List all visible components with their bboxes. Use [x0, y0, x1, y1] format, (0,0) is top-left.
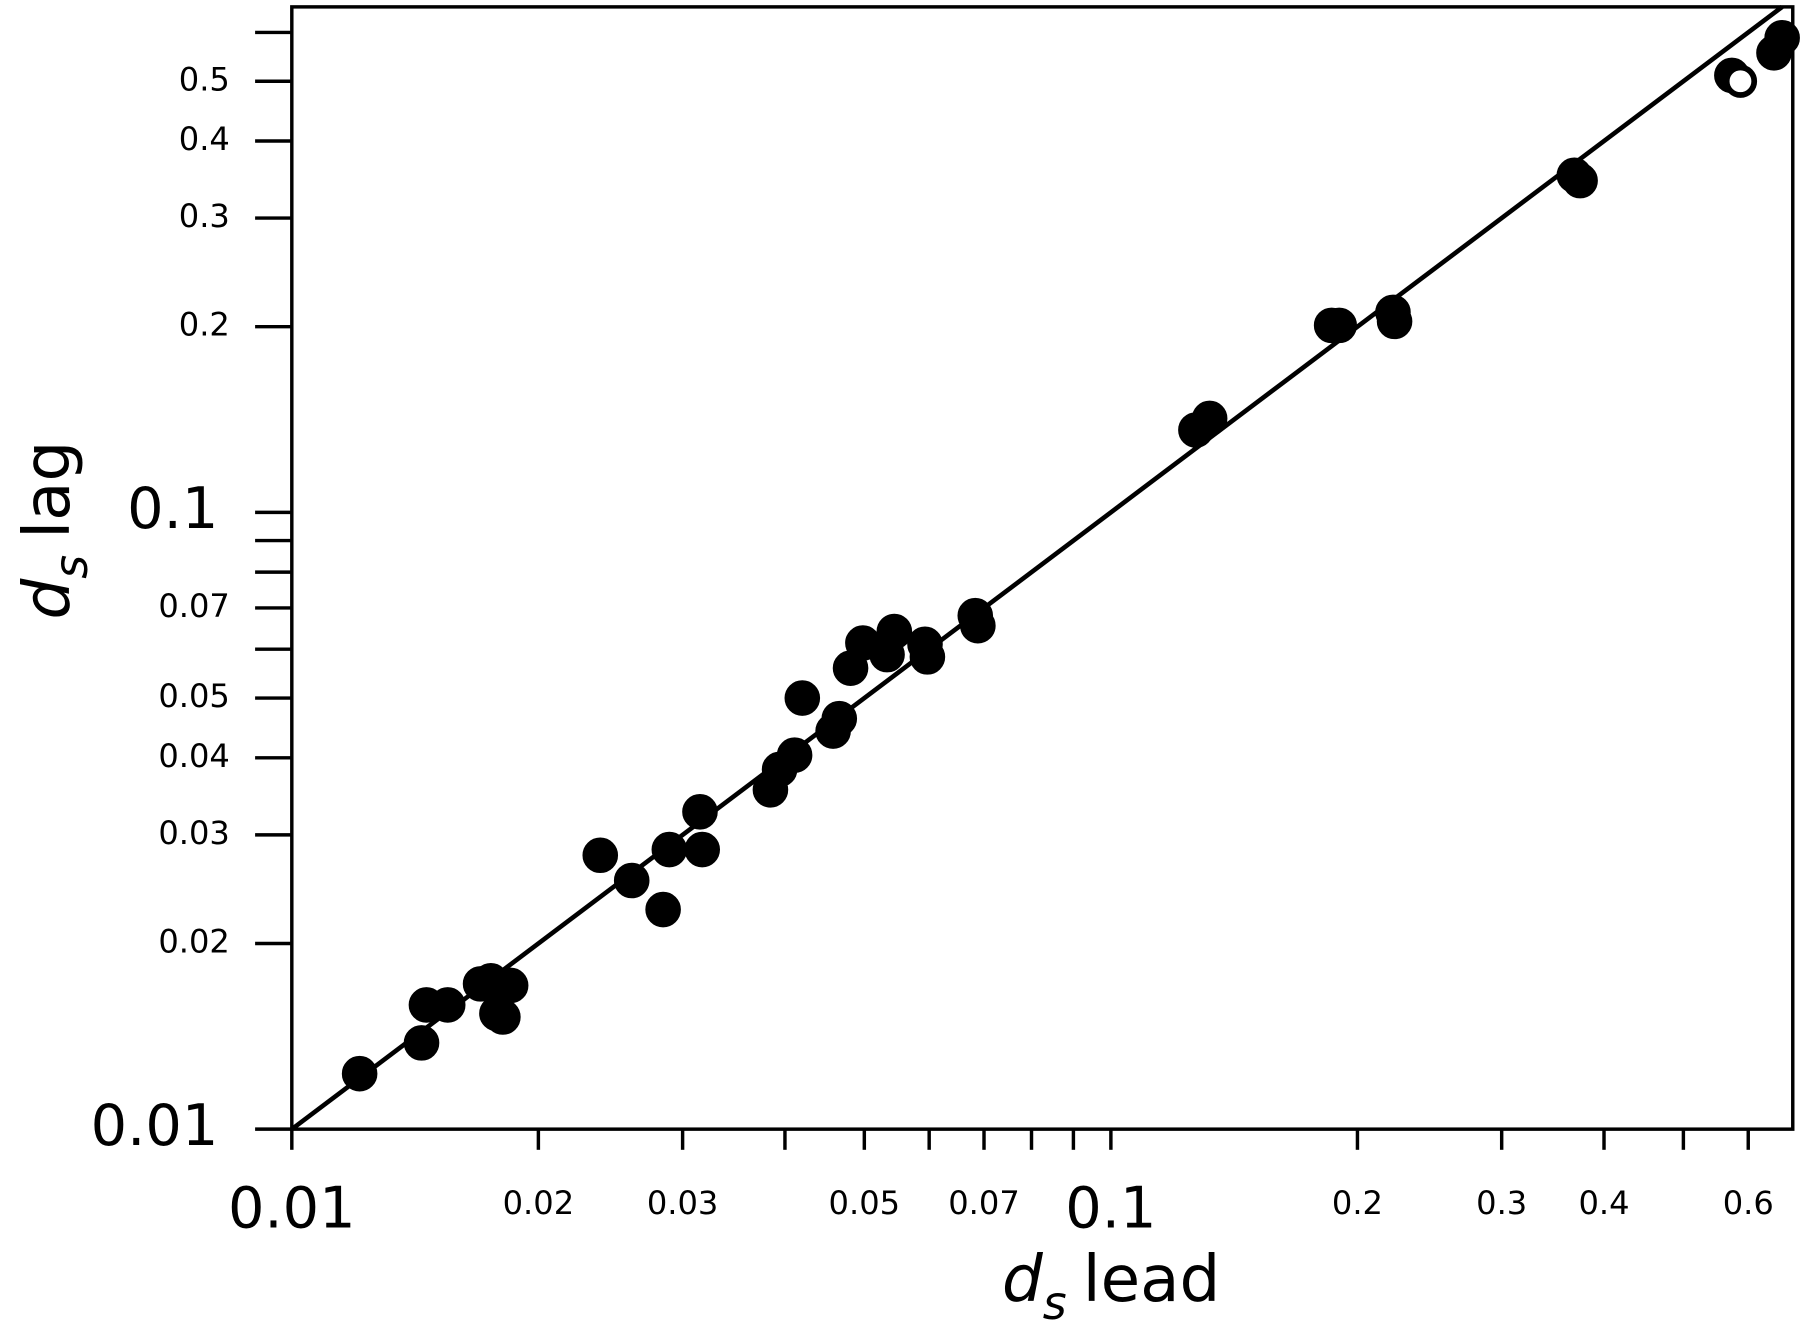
- data-point: [429, 987, 466, 1023]
- x-tick-label: 0.02: [503, 1184, 575, 1222]
- data-point: [876, 613, 913, 650]
- x-tick-label: 0.07: [948, 1184, 1020, 1222]
- data-point: [582, 837, 619, 874]
- y-tick-label: 0.03: [158, 814, 230, 852]
- x-tick-label: 0.05: [829, 1184, 901, 1222]
- data-point: [684, 831, 721, 868]
- x-tick-label: 0.01: [228, 1174, 356, 1241]
- y-tick-label: 0.01: [91, 1092, 219, 1159]
- data-point: [645, 891, 681, 928]
- plot-frame: [290, 5, 1795, 1131]
- y-tick-label: 0.02: [158, 922, 230, 960]
- data-point: [485, 999, 521, 1035]
- data-point: [492, 967, 529, 1004]
- x-tick-label: 0.6: [1723, 1184, 1774, 1222]
- data-point: [1376, 303, 1413, 340]
- y-tick-label: 0.07: [158, 587, 230, 625]
- y-tick-label: 0.5: [179, 60, 230, 98]
- data-point: [821, 700, 858, 737]
- data-point: [1723, 64, 1758, 98]
- data-point: [1562, 162, 1598, 199]
- data-point: [960, 607, 996, 644]
- y-tick-label: 0.4: [179, 120, 230, 158]
- y-tick-label: 0.04: [158, 737, 230, 775]
- x-tick-label: 0.03: [647, 1184, 719, 1222]
- data-point: [1191, 400, 1228, 437]
- data-point: [341, 1055, 378, 1092]
- data-point: [1764, 20, 1800, 56]
- data-point: [1321, 307, 1357, 344]
- y-tick-label: 0.05: [158, 677, 230, 715]
- data-point: [784, 680, 821, 716]
- y-tick-label: 0.1: [127, 475, 218, 542]
- y-tick-label: 0.3: [179, 197, 230, 235]
- data-point: [403, 1025, 440, 1061]
- data-point: [613, 862, 650, 899]
- data-point: [682, 794, 718, 830]
- x-tick-label: 0.3: [1476, 1184, 1527, 1222]
- x-tick-label: 0.4: [1578, 1184, 1629, 1222]
- data-point: [651, 831, 688, 868]
- x-tick-label: 0.1: [1065, 1174, 1156, 1241]
- data-point: [909, 639, 946, 675]
- x-axis-label: ds lead: [1002, 1241, 1220, 1329]
- y-axis-label: dslag: [9, 441, 97, 620]
- y-tick-label: 0.2: [179, 306, 230, 344]
- identity-line: [290, 5, 1784, 1131]
- data-point: [776, 737, 813, 773]
- x-tick-label: 0.2: [1332, 1184, 1383, 1222]
